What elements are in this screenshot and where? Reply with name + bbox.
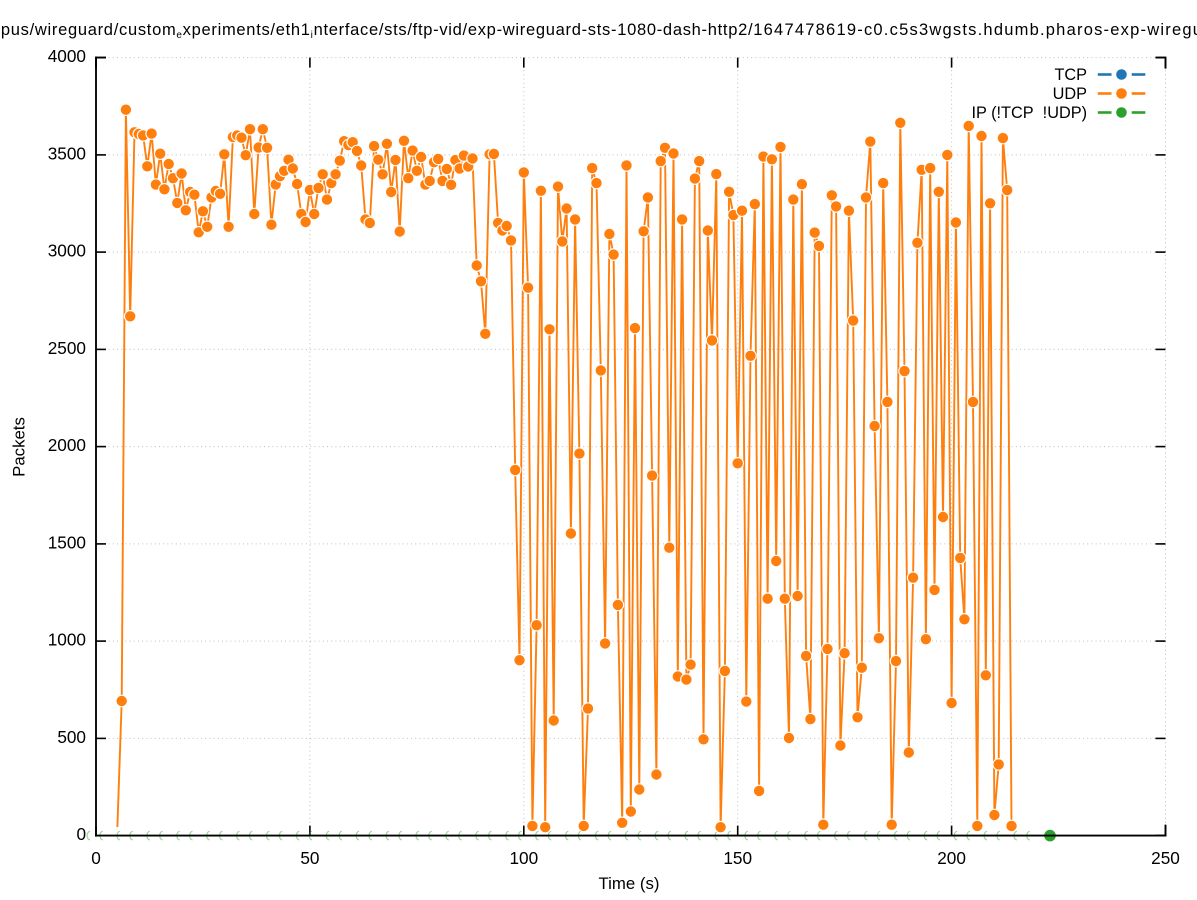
svg-text:2000: 2000 (48, 435, 86, 455)
svg-text:mpus/wireguard/customexperimen: mpus/wireguard/customexperiments/eth1int… (0, 21, 1197, 41)
svg-text:50: 50 (300, 848, 319, 868)
svg-text:4000: 4000 (48, 46, 86, 66)
svg-text:Packets: Packets (10, 417, 29, 477)
svg-text:150: 150 (723, 848, 752, 868)
svg-text:1500: 1500 (48, 533, 86, 553)
svg-text:1000: 1000 (48, 630, 86, 650)
svg-text:200: 200 (937, 848, 966, 868)
svg-text:Time (s): Time (s) (599, 874, 660, 893)
svg-text:3000: 3000 (48, 241, 86, 261)
svg-text:3500: 3500 (48, 144, 86, 164)
svg-text:0: 0 (76, 824, 86, 844)
svg-text:2500: 2500 (48, 338, 86, 358)
svg-text:TCP: TCP (1054, 66, 1087, 84)
svg-text:UDP: UDP (1053, 85, 1087, 103)
svg-text:100: 100 (509, 848, 538, 868)
svg-text:0: 0 (91, 848, 101, 868)
svg-text:IP (!TCP !UDP): IP (!TCP !UDP) (972, 104, 1088, 122)
svg-text:250: 250 (1151, 848, 1180, 868)
svg-text:500: 500 (57, 727, 86, 747)
